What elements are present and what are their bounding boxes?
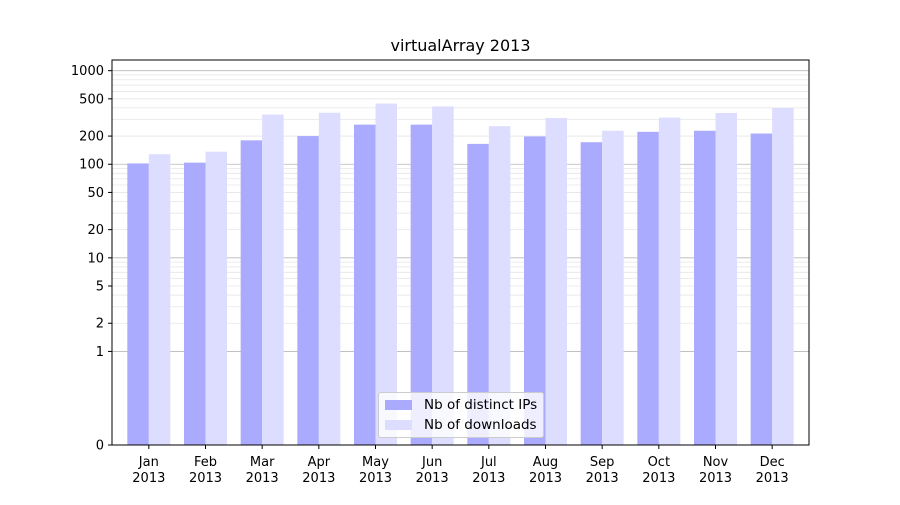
bar-distinct-ips — [297, 136, 319, 446]
bar-downloads — [772, 107, 794, 446]
bar-distinct-ips — [127, 163, 149, 445]
y-tick-label: 100 — [79, 158, 104, 173]
x-axis: Jan2013Feb2013Mar2013Apr2013May2013Jun20… — [132, 445, 789, 486]
x-tick-label-month: Feb — [194, 455, 217, 470]
x-tick-label-year: 2013 — [246, 471, 279, 486]
x-tick-label-month: Apr — [308, 455, 331, 470]
bar-downloads — [432, 106, 454, 445]
bar-downloads — [545, 118, 567, 446]
bar-distinct-ips — [580, 142, 603, 445]
x-tick-label-month: Oct — [648, 455, 670, 470]
x-tick-label-year: 2013 — [586, 471, 619, 486]
y-tick-label: 20 — [87, 223, 104, 238]
x-tick-label-month: Jul — [480, 455, 497, 470]
x-tick-label-year: 2013 — [189, 471, 222, 486]
bar-distinct-ips — [184, 162, 206, 445]
x-tick-label-month: Dec — [760, 455, 785, 470]
x-tick-label-year: 2013 — [529, 471, 562, 486]
bar-downloads — [205, 151, 227, 445]
x-tick-label-month: Jun — [421, 455, 442, 470]
x-tick-label-month: Mar — [250, 455, 275, 470]
bar-distinct-ips — [410, 124, 433, 445]
bar-downloads — [318, 112, 341, 445]
plot-frame — [111, 59, 810, 446]
legend-item-distinct-ips: Nb of distinct IPs — [385, 395, 537, 415]
x-tick-label-year: 2013 — [472, 471, 505, 486]
y-tick-label: 1000 — [71, 64, 104, 79]
y-tick-label: 1 — [96, 345, 104, 360]
bar-distinct-ips — [524, 136, 546, 445]
x-tick-label-month: Jan — [138, 455, 159, 470]
y-tick-label: 50 — [87, 186, 104, 201]
x-tick-label-year: 2013 — [132, 471, 165, 486]
bar-distinct-ips — [240, 140, 263, 445]
y-tick-label: 2 — [96, 317, 104, 332]
y-tick-label: 5 — [96, 280, 104, 295]
x-tick-label-month: Nov — [703, 455, 729, 470]
x-tick-label-year: 2013 — [756, 471, 789, 486]
y-tick-label: 10 — [87, 251, 104, 266]
x-tick-label-year: 2013 — [416, 471, 449, 486]
y-tick-label: 0 — [96, 439, 104, 454]
x-tick-label-year: 2013 — [642, 471, 675, 486]
x-tick-label-month: Aug — [533, 455, 558, 470]
y-axis: 0 1 2 5 10 20 50 100 200 500 1000 — [71, 64, 112, 454]
bar-distinct-ips — [354, 124, 376, 445]
bars-layer — [127, 103, 794, 446]
y-tick-label: 200 — [79, 130, 104, 145]
legend-swatch-distinct-ips — [385, 400, 412, 410]
legend: Nb of distinct IPs Nb of downloads — [378, 392, 544, 438]
bar-downloads — [715, 112, 737, 445]
y-tick-label: 500 — [79, 92, 104, 107]
legend-label-downloads: Nb of downloads — [424, 417, 537, 433]
legend-swatch-downloads — [385, 420, 412, 430]
bar-distinct-ips — [750, 133, 773, 445]
bar-downloads — [488, 126, 511, 445]
x-tick-label-month: Sep — [590, 455, 615, 470]
x-tick-label-month: May — [362, 455, 389, 470]
x-tick-label-year: 2013 — [302, 471, 335, 486]
x-tick-label-year: 2013 — [359, 471, 392, 486]
bar-distinct-ips — [637, 131, 659, 445]
grid-layer — [112, 70, 809, 352]
legend-item-downloads: Nb of downloads — [385, 415, 537, 435]
bar-downloads — [375, 103, 397, 446]
bar-distinct-ips — [467, 143, 489, 445]
bar-downloads — [602, 130, 624, 445]
bar-downloads — [262, 114, 284, 445]
x-tick-label-year: 2013 — [699, 471, 732, 486]
chart-title: virtualArray 2013 — [390, 36, 530, 55]
legend-label-distinct-ips: Nb of distinct IPs — [424, 397, 538, 413]
bar-downloads — [148, 154, 171, 446]
bar-distinct-ips — [694, 130, 716, 445]
bar-downloads — [658, 117, 681, 445]
